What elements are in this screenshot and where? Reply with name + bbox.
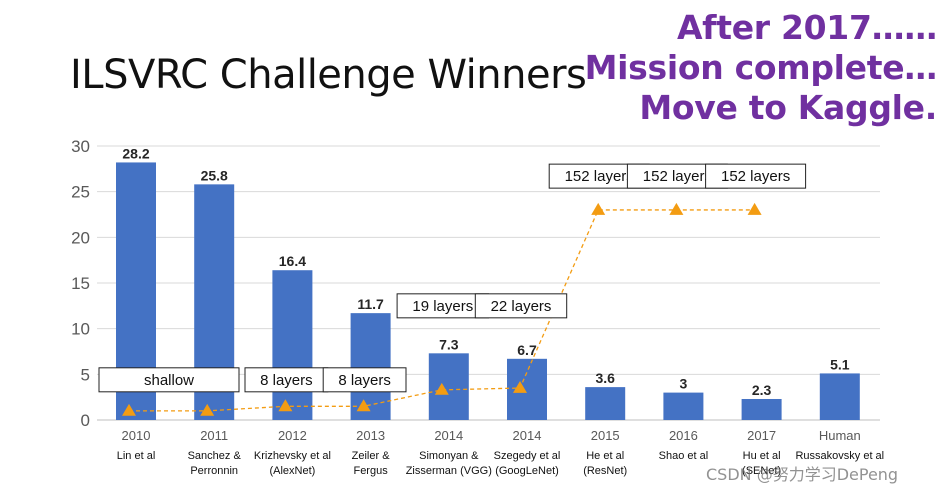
y-tick-label: 20: [71, 228, 90, 247]
x-tick-label: 2016: [669, 428, 698, 443]
depth-marker-7: [669, 203, 683, 215]
depth-marker-6: [591, 203, 605, 215]
y-tick-label: 0: [81, 411, 90, 430]
depth-marker-8: [748, 203, 762, 215]
annotation-label: 152 layers: [721, 168, 790, 185]
bar-value-label: 2.3: [752, 382, 772, 398]
annotation-label: 8 layers: [338, 372, 391, 389]
y-axis-ticks: 0 5 10 15 20 25 30: [71, 137, 90, 430]
x-tick-label: 2014: [513, 428, 542, 443]
x-tick-label: 2010: [122, 428, 151, 443]
x-subtitle-label: Lin et al: [117, 450, 156, 462]
bar-8: [742, 399, 782, 420]
x-subtitle-label: Shao et al: [659, 450, 709, 462]
bar-value-label: 28.2: [122, 145, 149, 161]
annotation-label: 19 layers: [412, 298, 473, 315]
x-tick-label: 2014: [434, 428, 463, 443]
x-tick-label: 2011: [200, 428, 228, 443]
bar-value-label: 7.3: [439, 336, 459, 352]
x-tick-label: 2017: [747, 428, 776, 443]
bar-value-label: 16.4: [279, 253, 306, 269]
x-subtitle-label: Krizhevsky et al: [254, 450, 331, 462]
annotation-label: 8 layers: [260, 372, 313, 389]
bar-value-label: 3: [680, 376, 688, 392]
bar-value-label: 25.8: [201, 167, 228, 183]
bar-value-label: 5.1: [830, 356, 850, 372]
bar-9: [820, 373, 860, 420]
x-tick-label: Human: [819, 428, 861, 443]
y-tick-label: 15: [71, 274, 90, 293]
x-subtitle-label: Fergus: [353, 465, 388, 477]
annotation-label: 152 layers: [643, 168, 712, 185]
x-subtitle-label: Szegedy et al: [494, 450, 561, 462]
x-tick-label: 2012: [278, 428, 307, 443]
watermark: CSDN @努力学习DePeng: [706, 461, 898, 485]
x-subtitle-label: Zisserman (VGG): [406, 465, 492, 477]
y-tick-label: 10: [71, 320, 90, 339]
x-subtitle-label: (AlexNet): [269, 465, 315, 477]
x-tick-label: 2013: [356, 428, 385, 443]
x-subtitle-label: Zeiler &: [352, 450, 391, 462]
x-subtitle-label: (ResNet): [583, 465, 627, 477]
y-tick-label: 5: [81, 365, 90, 384]
x-subtitle-label: Sanchez &: [188, 450, 242, 462]
bar-5: [507, 359, 547, 420]
annotation-label: 22 layers: [491, 298, 552, 315]
bar-3: [351, 313, 391, 420]
bar-value-label: 11.7: [357, 296, 384, 312]
x-subtitle-label: Simonyan &: [419, 450, 479, 462]
bar-2: [272, 270, 312, 420]
y-tick-label: 25: [71, 183, 90, 202]
x-subtitle-label: He et al: [586, 450, 624, 462]
annotation-label: 152 layers: [565, 168, 634, 185]
x-subtitle-label: (GoogLeNet): [495, 465, 559, 477]
bar-7: [663, 393, 703, 420]
x-tick-label: 2015: [591, 428, 620, 443]
bar-6: [585, 387, 625, 420]
x-subtitle-label: Perronnin: [190, 465, 238, 477]
bar-4: [429, 353, 469, 420]
bar-value-label: 3.6: [595, 370, 615, 386]
annotation-label: shallow: [144, 372, 194, 389]
y-tick-label: 30: [71, 137, 90, 156]
